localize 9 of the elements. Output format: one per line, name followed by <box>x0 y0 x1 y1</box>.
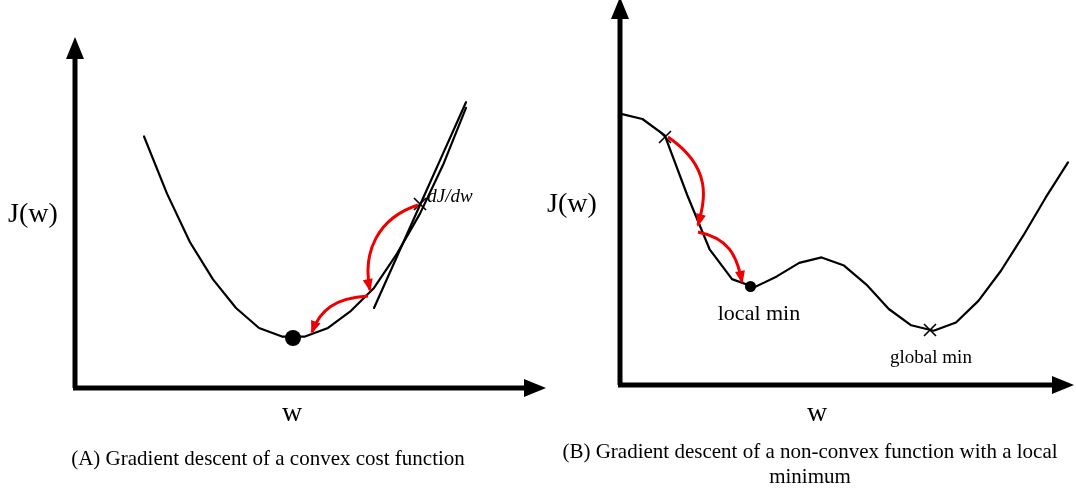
y-axis-title: J(w) <box>8 197 58 229</box>
text: (B) Gradient descent of a non-convex function with a local minimum <box>561 439 1059 490</box>
x-axis-title: w <box>281 396 303 428</box>
x-axis-title: w <box>806 396 828 428</box>
y-axis-title: J(w) <box>547 187 597 219</box>
annotation: global min <box>890 346 972 368</box>
annotation: dJ/dw <box>427 185 473 207</box>
annotation: local min <box>717 300 801 326</box>
text: (A) Gradient descent of a convex cost function <box>70 445 466 471</box>
